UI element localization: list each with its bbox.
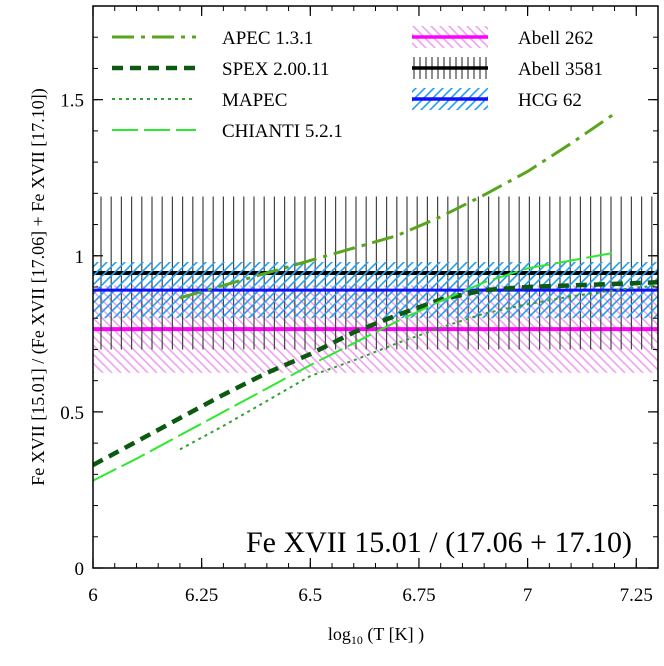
legend-entry-chianti-5-2-1: CHIANTI 5.2.1: [112, 121, 343, 142]
legend: APEC 1.3.1 SPEX 2.00.11 MAPEC CHIANTI 5.2.1…: [112, 26, 603, 142]
legend-entry-hcg-62: HCG 62: [412, 88, 582, 111]
series-line-mapec: [179, 284, 658, 451]
y-tick-label: 1: [75, 247, 85, 268]
chart-annotation: Fe XVII 15.01 / (17.06 + 17.10): [246, 526, 632, 559]
y-axis-label: Fe XVII [15.01] / (Fe XVII [17.06] + Fe …: [28, 88, 49, 486]
legend-entry-mapec: MAPEC: [112, 90, 287, 111]
legend-entry-apec-1-3-1: APEC 1.3.1: [112, 28, 313, 49]
x-tick-label: 6: [88, 585, 98, 606]
series-line-spex-2-00-11: [93, 280, 658, 467]
legend-entry-abell-262: Abell 262: [412, 26, 593, 49]
x-tick-label: 6.75: [402, 585, 435, 606]
legend-label: MAPEC: [222, 90, 287, 111]
legend-entry-spex-2-00-11: SPEX 2.00.11: [112, 59, 330, 80]
legend-label: Abell 3581: [518, 59, 603, 80]
x-tick-label: 7: [523, 585, 533, 606]
legend-label: Abell 262: [518, 28, 593, 49]
legend-label: CHIANTI 5.2.1: [222, 121, 343, 142]
legend-label: APEC 1.3.1: [222, 28, 313, 49]
legend-entry-abell-3581: Abell 3581: [412, 57, 603, 80]
model-curves: [93, 112, 658, 482]
x-axis-label: log10 (T [K] ): [328, 624, 424, 647]
y-tick-label: 0.5: [60, 403, 84, 424]
x-tick-label: 7.25: [620, 585, 653, 606]
legend-label: SPEX 2.00.11: [222, 59, 330, 80]
axis-ticks: 6 6.25 6.5 6.75 7 7.25 0 0.5 1 1.5: [60, 6, 659, 606]
band-hcg-62: [93, 262, 658, 319]
x-tick-label: 6.5: [298, 585, 322, 606]
y-tick-label: 1.5: [60, 91, 84, 112]
uncertainty-bands: [93, 196, 658, 373]
y-tick-label: 0: [75, 559, 85, 580]
legend-label: HCG 62: [518, 90, 582, 111]
series-line-chianti-5-2-1: [93, 251, 615, 482]
x-tick-label: 6.25: [185, 585, 218, 606]
